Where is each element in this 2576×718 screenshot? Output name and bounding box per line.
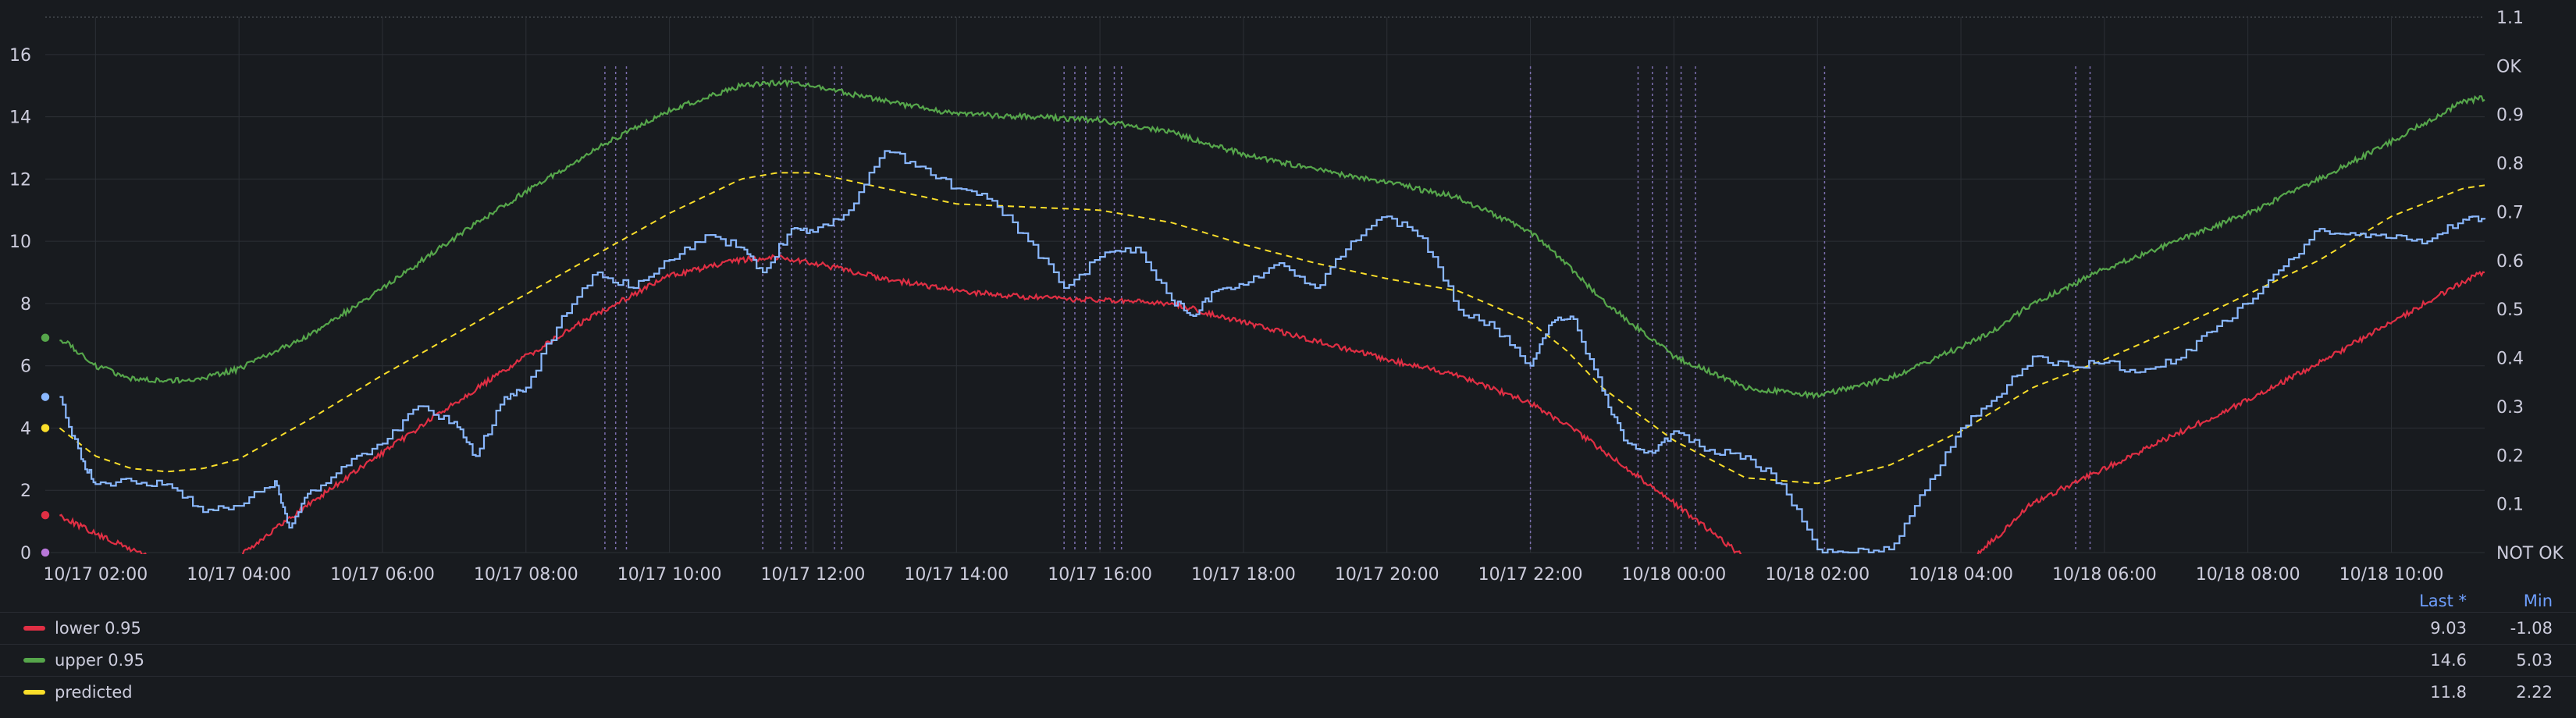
x-tick-label: 10/17 10:00	[617, 565, 722, 585]
y-left-tick-label: 12	[9, 170, 31, 190]
legend-row-predicted[interactable]: predicted 11.8 2.22	[0, 676, 2576, 708]
y-left-tick-label: 6	[20, 357, 31, 377]
legend-row-upper[interactable]: upper 0.95 14.6 5.03	[0, 644, 2576, 676]
x-tick-label: 10/17 16:00	[1048, 565, 1152, 585]
legend-min-lower: -1.08	[2510, 619, 2553, 638]
legend-swatch-upper	[23, 658, 45, 663]
legend-last-predicted: 11.8	[2430, 683, 2467, 702]
legend-swatch-lower	[23, 626, 45, 631]
x-tick-label: 10/17 22:00	[1478, 565, 1583, 585]
y-right-tick-label: NOT OK	[2496, 544, 2564, 563]
y-right-tick-label: 0.6	[2496, 252, 2524, 272]
x-tick-label: 10/17 02:00	[43, 565, 148, 585]
series-line-upper-0-95	[59, 79, 2485, 400]
y-left-tick-label: 8	[20, 295, 31, 315]
legend-last-upper: 14.6	[2430, 651, 2467, 670]
legend-header: Last * Min	[0, 592, 2576, 612]
legend-min-upper: 5.03	[2516, 651, 2553, 670]
y-right-tick-label: OK	[2496, 57, 2521, 76]
y-right-tick-label: 0.5	[2496, 300, 2524, 320]
legend-header-min[interactable]: Min	[2523, 592, 2553, 610]
series-start-point	[40, 391, 51, 403]
legend-label-lower[interactable]: lower 0.95	[55, 619, 141, 638]
y-right-tick-label: 0.8	[2496, 155, 2524, 174]
legend-min-predicted: 2.22	[2516, 683, 2553, 702]
legend-label-predicted[interactable]: predicted	[55, 683, 133, 702]
y-left-tick-label: 16	[9, 46, 31, 66]
y-right-tick-label: 1.1	[2496, 9, 2524, 28]
series-line-predicted	[59, 172, 2485, 485]
y-left-tick-label: 0	[20, 544, 31, 563]
x-tick-label: 10/17 18:00	[1191, 565, 1296, 585]
legend-swatch-predicted	[23, 690, 45, 695]
x-tick-label: 10/18 08:00	[2196, 565, 2300, 585]
x-tick-label: 10/17 12:00	[761, 565, 866, 585]
legend-table: Last * Min lower 0.95 9.03 -1.08 upper 0…	[0, 592, 2576, 708]
legend-row-lower[interactable]: lower 0.95 9.03 -1.08	[0, 612, 2576, 644]
series-start-point	[40, 332, 51, 343]
x-tick-label: 10/18 02:00	[1765, 565, 1870, 585]
y-right-tick-label: 0.7	[2496, 203, 2524, 222]
y-right-tick-label: 0.2	[2496, 446, 2524, 466]
series-line-lower-0-95	[59, 254, 2485, 554]
chart-svg[interactable]: 0 2 4 6 8 10 12 14 16 NOT OK 0.1 0.2 0.3 0.4 0.5 0.6 0.7…	[0, 0, 2576, 593]
x-tick-label: 10/18 10:00	[2339, 565, 2444, 585]
series-start-point	[40, 422, 51, 434]
series-start-point	[40, 547, 51, 558]
x-tick-label: 10/17 14:00	[904, 565, 1009, 585]
y-left-tick-label: 4	[20, 419, 31, 439]
x-tick-label: 10/18 06:00	[2052, 565, 2157, 585]
x-tick-label: 10/18 00:00	[1621, 565, 1726, 585]
series-start-point	[40, 510, 51, 521]
legend-last-lower: 9.03	[2430, 619, 2467, 638]
x-tick-label: 10/17 04:00	[187, 565, 291, 585]
x-tick-label: 10/17 20:00	[1335, 565, 1439, 585]
x-tick-label: 10/17 06:00	[330, 565, 435, 585]
y-right-tick-label: 0.4	[2496, 350, 2524, 369]
y-left-tick-label: 14	[9, 108, 31, 128]
y-left-tick-label: 2	[20, 482, 31, 501]
y-right-tick-label: 0.3	[2496, 398, 2524, 418]
series-line-actual	[59, 150, 2486, 554]
legend-label-upper[interactable]: upper 0.95	[55, 651, 144, 670]
y-left-tick-label: 10	[9, 233, 31, 252]
y-right-tick-label: 0.9	[2496, 106, 2524, 126]
x-tick-label: 10/18 04:00	[1909, 565, 2013, 585]
legend-header-last[interactable]: Last *	[2419, 592, 2467, 610]
x-tick-label: 10/17 08:00	[474, 565, 578, 585]
y-right-tick-label: 0.1	[2496, 496, 2524, 515]
